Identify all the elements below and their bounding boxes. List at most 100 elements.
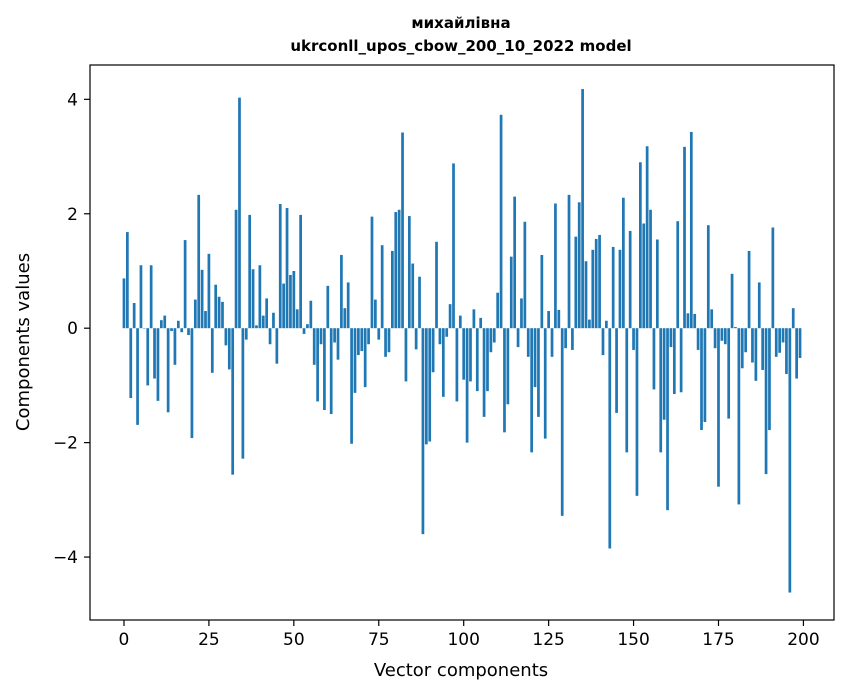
bar [567,194,571,329]
y-tick-label: 0 [67,319,78,339]
bar [343,308,347,329]
bar [679,328,683,393]
bar [564,328,567,349]
bar [221,301,224,329]
bar [289,274,292,329]
bar [333,328,336,343]
bar [418,276,421,329]
bar [503,328,506,433]
bar [374,299,377,329]
bar [272,312,275,329]
bar [462,328,466,380]
y-axis-label: Components values [13,253,34,431]
bar [740,328,744,369]
bar [605,320,608,329]
bar [166,328,170,413]
bar [146,328,150,386]
bar [649,209,652,329]
plot-frame [89,64,835,621]
bar [537,328,540,417]
y-tick-label: 2 [67,205,78,225]
bar [469,328,472,382]
bar [248,214,252,329]
bar [577,202,581,329]
bar [700,328,703,431]
bar [764,328,768,475]
bar [170,328,173,332]
bar [428,328,432,442]
bar [717,328,720,487]
bar [754,328,758,381]
x-tick-label: 75 [368,630,390,650]
bar [554,203,557,329]
bar [200,269,204,329]
bar [774,328,778,357]
bar [309,300,313,329]
bar [547,311,550,329]
bar [482,328,486,417]
bar [363,328,367,388]
x-axis-ticks: 0 25 50 75 100 125 150 175 200 [119,620,820,650]
bar [672,328,676,394]
bar [747,250,751,329]
bar [795,328,798,379]
bar [703,328,707,423]
bar [278,204,282,329]
bar [757,282,761,329]
bar [295,309,299,329]
x-tick-label: 200 [787,630,819,650]
bar [771,227,775,329]
bar [618,249,622,329]
bar [509,256,513,329]
bar [214,284,218,329]
bar [238,97,241,329]
bar [122,278,126,329]
bar [492,328,496,343]
bar [744,328,748,353]
bar [346,282,350,329]
bar [655,239,659,329]
bar [791,308,795,329]
bar [227,328,231,370]
bar [642,223,646,329]
bar [234,209,238,329]
bar [438,328,442,345]
bar [452,163,455,329]
bar [455,328,459,402]
bar [411,263,415,329]
x-tick-label: 125 [532,630,564,650]
bar [407,216,411,329]
bar [723,328,727,345]
bar [785,328,788,374]
bar [204,311,207,329]
bar [132,303,136,329]
bar [615,328,618,413]
bar [431,328,435,373]
bar [465,328,469,443]
bar [163,315,167,329]
bar [588,319,591,329]
bar [268,328,272,345]
bar [601,328,605,356]
bar [475,328,479,392]
bar [353,328,357,393]
bar [543,328,547,439]
bar [435,241,438,329]
y-tick-label: −4 [53,548,78,568]
bar [414,328,418,350]
bar [781,328,785,343]
bar [479,317,483,329]
bar [380,245,384,329]
bar [689,131,693,329]
bar [686,313,690,329]
bar [628,230,632,329]
bar [696,328,700,350]
bar [581,89,584,329]
bar [424,328,428,445]
bar [316,328,319,402]
bar [139,265,143,329]
bar [292,270,296,329]
bar [659,328,663,453]
bar [472,309,476,329]
bar [394,212,398,329]
